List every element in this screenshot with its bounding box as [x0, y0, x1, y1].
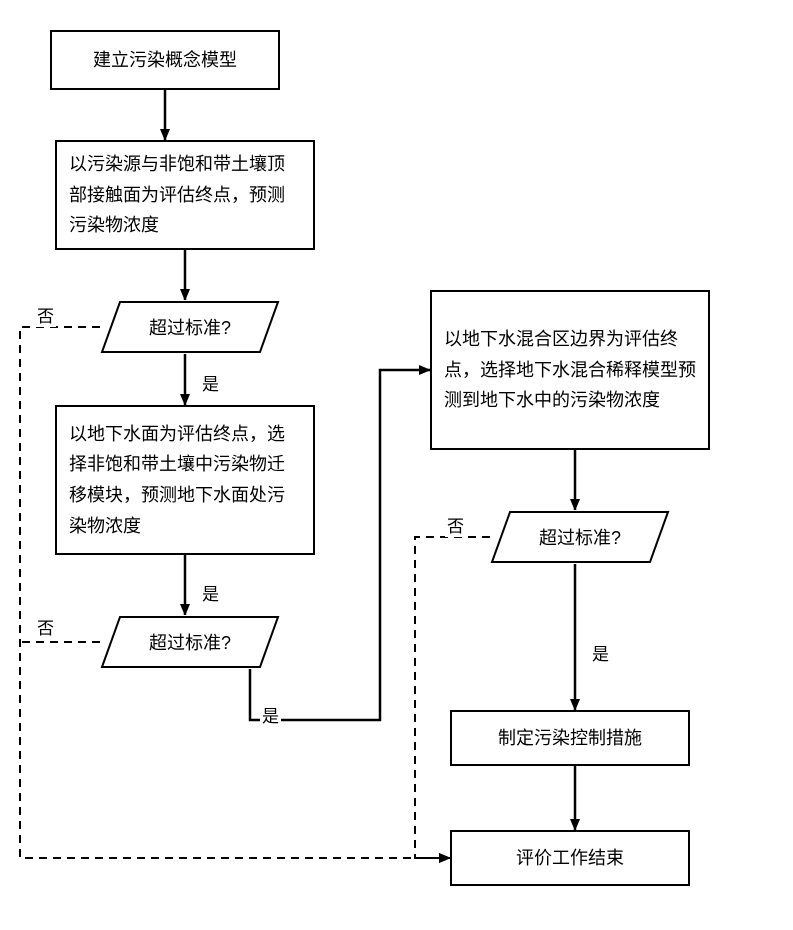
- node-unsaturated-migration: 以地下水面为评估终点，选择非饱和带土壤中污染物迁移模块，预测地下水面处污染物浓度: [55, 405, 315, 555]
- node-control-measures: 制定污染控制措施: [450, 710, 690, 766]
- decision-exceed-2: 超过标准?: [100, 615, 280, 669]
- label-d2-no: 否: [35, 614, 56, 639]
- node-text: 以地下水面为评估终点，选择非饱和带土壤中污染物迁移模块，预测地下水面处污染物浓度: [69, 419, 301, 541]
- label-d2-yes-mid: 是: [200, 580, 221, 605]
- label-d2-yes: 是: [260, 702, 281, 727]
- node-text: 评价工作结束: [516, 843, 624, 874]
- node-predict-source-contact: 以污染源与非饱和带土壤顶部接触面为评估终点，预测污染物浓度: [55, 140, 315, 250]
- node-text: 建立污染概念模型: [93, 45, 237, 76]
- decision-text: 超过标准?: [149, 629, 231, 655]
- label-d1-no: 否: [35, 302, 56, 327]
- node-groundwater-mixing: 以地下水混合区边界为评估终点，选择地下水混合稀释模型预测到地下水中的污染物浓度: [430, 290, 710, 450]
- decision-exceed-1: 超过标准?: [100, 300, 280, 354]
- node-text: 制定污染控制措施: [498, 723, 642, 754]
- node-establish-model: 建立污染概念模型: [50, 30, 280, 90]
- node-text: 以地下水混合区边界为评估终点，选择地下水混合稀释模型预测到地下水中的污染物浓度: [444, 324, 696, 416]
- label-d1-yes: 是: [200, 370, 221, 395]
- decision-text: 超过标准?: [539, 524, 621, 550]
- decision-exceed-3: 超过标准?: [490, 510, 670, 564]
- node-text: 以污染源与非饱和带土壤顶部接触面为评估终点，预测污染物浓度: [69, 149, 301, 241]
- node-evaluation-end: 评价工作结束: [450, 830, 690, 886]
- decision-text: 超过标准?: [149, 314, 231, 340]
- label-d3-no: 否: [445, 512, 466, 537]
- label-d3-yes: 是: [590, 640, 611, 665]
- flowchart-canvas: 建立污染概念模型 以污染源与非饱和带土壤顶部接触面为评估终点，预测污染物浓度 以…: [0, 0, 793, 930]
